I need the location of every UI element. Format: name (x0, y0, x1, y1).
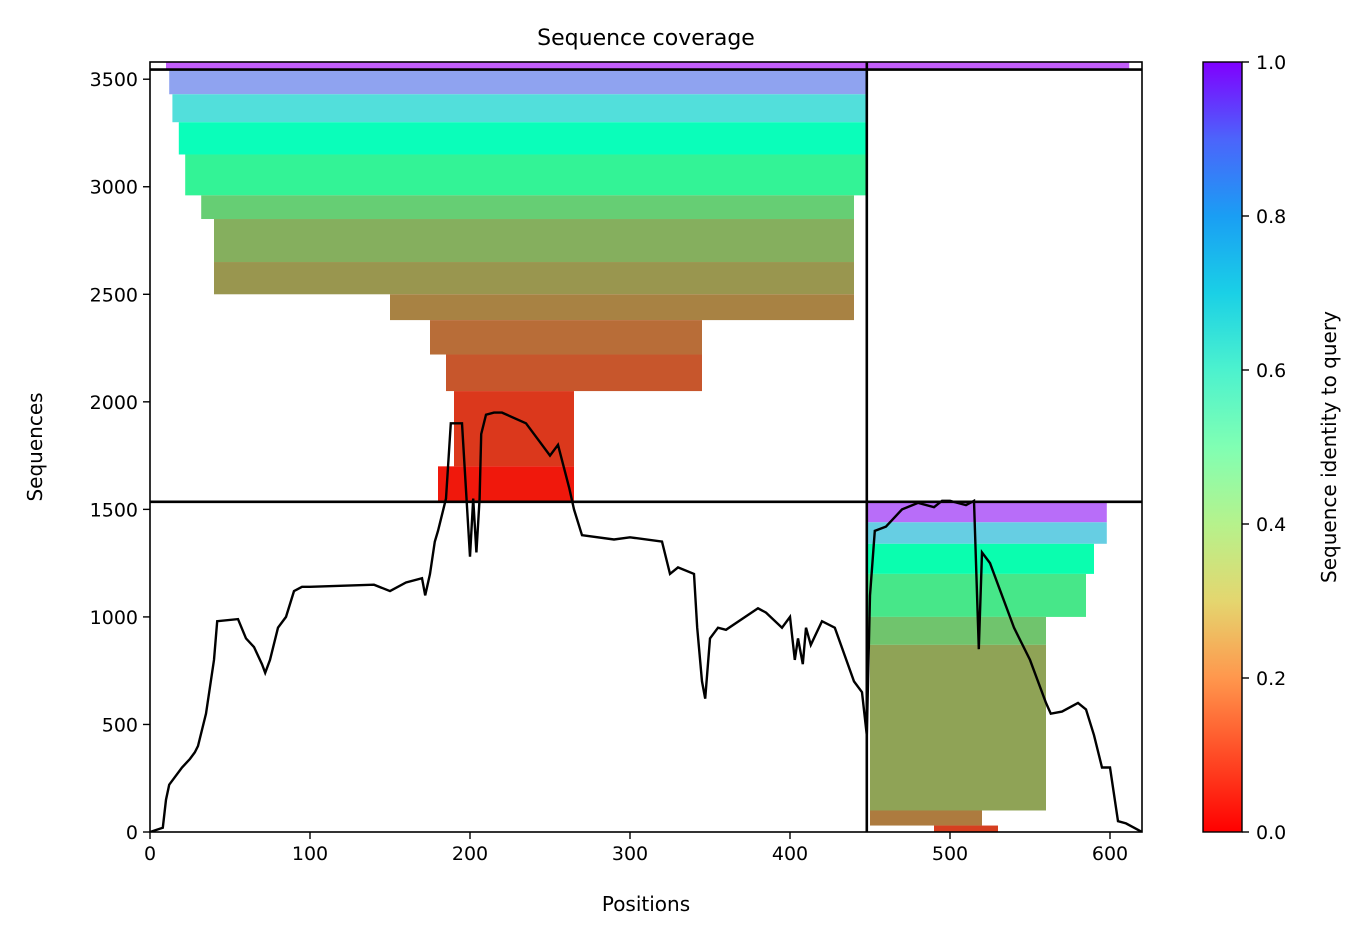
x-tick-label: 100 (292, 843, 328, 865)
x-tick-label: 500 (932, 843, 968, 865)
y-tick-label: 2000 (90, 392, 138, 414)
y-tick-label: 500 (102, 714, 138, 736)
partition-lines (150, 62, 1142, 832)
colorbar-tick-label: 0.6 (1256, 360, 1286, 382)
coverage-block (870, 810, 982, 826)
coverage-block (934, 825, 998, 832)
coverage-block (866, 62, 1130, 70)
y-axis: 0 500 1000 1500 2000 2500 3000 3500 (90, 69, 150, 844)
x-tick-label: 600 (1092, 843, 1128, 865)
x-tick-label: 0 (144, 843, 156, 865)
coverage-block (214, 262, 854, 295)
colorbar: 0.0 0.2 0.4 0.6 0.8 1.0 Sequence identity to … (1202, 52, 1341, 844)
y-tick-label: 1500 (90, 499, 138, 521)
coverage-block (178, 122, 867, 155)
coverage-block (866, 522, 1107, 544)
coverage-block (214, 219, 854, 263)
coverage-block (866, 501, 1107, 523)
y-tick-label: 1000 (90, 607, 138, 629)
x-tick-label: 300 (612, 843, 648, 865)
x-axis: 0 100 200 300 400 500 600 (144, 832, 1128, 865)
x-tick-label: 400 (772, 843, 808, 865)
colorbar-tick-label: 1.0 (1256, 52, 1286, 74)
plot-frame (149, 61, 1143, 833)
colorbar-tick-label: 0.0 (1256, 822, 1286, 844)
x-axis-label: Positions (602, 892, 690, 916)
coverage-block (166, 62, 867, 70)
coverage-block (390, 294, 854, 321)
coverage-block (172, 94, 867, 123)
y-axis-label: Sequences (23, 392, 47, 501)
coverage-line (150, 411, 1142, 832)
colorbar-ticks: 0.0 0.2 0.4 0.6 0.8 1.0 (1242, 52, 1286, 844)
coverage-block (446, 354, 702, 392)
chart-title: Sequence coverage (537, 26, 755, 51)
colorbar-tick-label: 0.4 (1256, 514, 1286, 536)
colorbar-gradient (1202, 61, 1243, 833)
coverage-block (438, 466, 574, 502)
coverage-heatmap (166, 62, 1130, 832)
colorbar-label: Sequence identity to query (1317, 311, 1341, 583)
coverage-block (201, 195, 854, 220)
coverage-block (430, 320, 702, 355)
colorbar-tick-label: 0.2 (1256, 668, 1286, 690)
colorbar-tick-label: 0.8 (1256, 206, 1286, 228)
coverage-block (870, 644, 1046, 811)
y-tick-label: 2500 (90, 284, 138, 306)
plot-area (149, 61, 1143, 833)
coverage-block (454, 391, 574, 467)
y-tick-label: 3000 (90, 177, 138, 199)
y-tick-label: 3500 (90, 69, 138, 91)
coverage-block (185, 154, 867, 196)
coverage-block (169, 69, 867, 95)
y-tick-label: 0 (126, 822, 138, 844)
x-tick-label: 200 (452, 843, 488, 865)
